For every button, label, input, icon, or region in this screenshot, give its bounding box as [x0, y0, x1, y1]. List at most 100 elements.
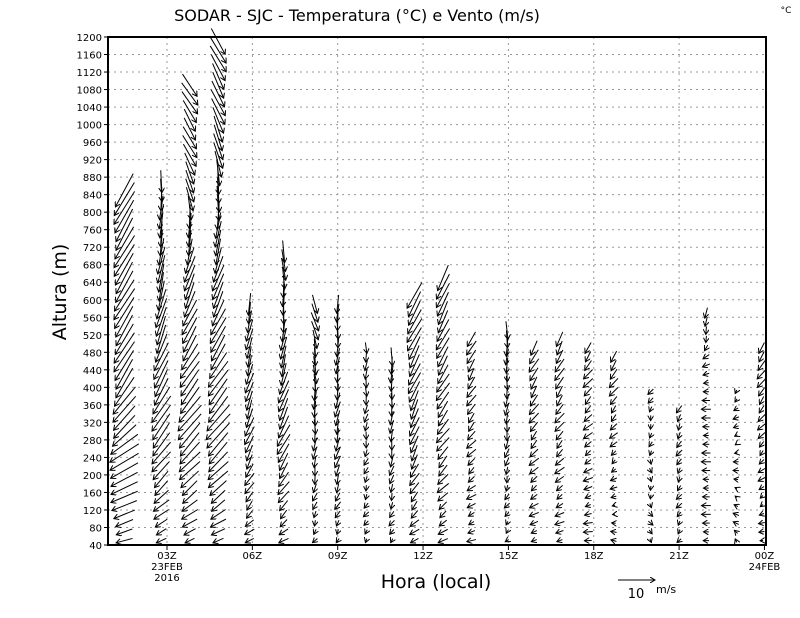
wind-vector: [246, 463, 254, 477]
wind-vector: [706, 335, 707, 343]
wind-vector: [735, 435, 738, 436]
wind-vector: [555, 412, 565, 423]
wind-vector: [116, 306, 134, 337]
y-tick-label: 1080: [77, 86, 102, 97]
wind-vector: [209, 432, 229, 456]
wind-vector: [156, 537, 167, 543]
wind-vector: [610, 441, 618, 447]
wind-vector: [116, 314, 133, 346]
wind-vector: [734, 426, 739, 428]
wind-vector: [436, 282, 450, 307]
wind-vector: [439, 519, 447, 526]
wind-vector: [407, 318, 423, 343]
wind-vector: [506, 484, 508, 491]
wind-vector: [364, 503, 368, 508]
wind-vector: [584, 487, 593, 490]
wind-vector: [208, 369, 229, 396]
wind-vector: [246, 435, 254, 453]
x-tick-label: 09Z: [328, 551, 348, 562]
wind-vector: [411, 399, 419, 419]
wind-vector: [530, 503, 539, 507]
wind-vector: [758, 432, 766, 439]
wind-vector: [557, 394, 563, 406]
wind-vector: [280, 519, 288, 526]
wind-vector: [610, 487, 618, 489]
wind-vector: [676, 494, 683, 499]
wind-vector: [704, 383, 709, 384]
wind-vector: [157, 315, 166, 345]
wind-vector: [650, 486, 651, 490]
wind-vector: [438, 346, 449, 367]
wind-vector: [409, 336, 421, 359]
wind-vector: [438, 400, 449, 417]
wind-vector: [335, 492, 339, 501]
y-tick-label: 120: [83, 506, 102, 517]
wind-vector: [279, 537, 289, 542]
wind-vector: [410, 426, 420, 445]
wind-vector: [211, 308, 226, 335]
wind-vector: [759, 405, 764, 413]
x-tick-sublabel: 2016: [154, 573, 179, 584]
wind-vector: [758, 360, 766, 371]
wind-vector: [705, 307, 708, 318]
wind-vector: [410, 519, 420, 527]
y-tick-label: 1200: [77, 33, 102, 44]
wind-vector: [114, 332, 135, 363]
wind-vector: [468, 512, 475, 516]
wind-vector: [111, 462, 139, 479]
wind-vector: [437, 427, 450, 442]
wind-vector: [611, 540, 617, 542]
wind-vector: [437, 483, 450, 492]
wind-vector: [153, 386, 171, 414]
wind-vector: [180, 360, 200, 387]
vector-column: [436, 264, 451, 543]
wind-vector: [184, 528, 196, 535]
wind-vector: [247, 500, 253, 510]
wind-vector: [111, 471, 138, 486]
wind-vector: [611, 414, 615, 422]
vector-column: [609, 350, 619, 542]
wind-vector: [650, 477, 651, 481]
wind-vector: [584, 432, 593, 439]
wind-vector: [734, 530, 737, 533]
wind-vector: [505, 493, 509, 500]
wind-vector: [583, 478, 594, 482]
wind-vector: [409, 363, 421, 385]
wind-vector: [180, 461, 201, 479]
wind-vector: [113, 424, 137, 446]
wind-vector: [390, 465, 395, 476]
wind-vector: [209, 451, 229, 472]
vector-column: [178, 73, 202, 543]
wind-vector: [611, 350, 618, 362]
wind-vector: [758, 414, 766, 422]
wind-vector: [411, 435, 419, 453]
y-tick-label: 200: [83, 471, 102, 482]
wind-vector: [209, 441, 228, 464]
wind-vector: [156, 333, 168, 362]
wind-vector: [365, 494, 366, 499]
wind-vector: [676, 503, 683, 508]
wind-vector: [555, 457, 565, 465]
wind-vector: [735, 453, 738, 454]
wind-vector: [468, 476, 475, 482]
wind-vector: [467, 394, 477, 406]
wind-vector: [409, 300, 421, 326]
wind-vector: [530, 466, 539, 474]
wind-vectors: [110, 28, 767, 543]
wind-vector: [467, 503, 476, 507]
y-tick-label: 720: [83, 243, 102, 254]
wind-vector: [733, 417, 740, 419]
wind-vector: [154, 351, 170, 380]
wind-vector: [556, 376, 564, 389]
wind-vector: [556, 531, 564, 534]
wind-vector: [245, 472, 255, 485]
wind-vector: [611, 496, 616, 497]
wind-vector: [245, 482, 255, 494]
wind-vector: [468, 403, 476, 414]
x-tick-label: 03Z: [157, 551, 177, 562]
wind-vector: [584, 369, 593, 379]
wind-vector: [155, 480, 169, 496]
wind-vector: [212, 264, 225, 291]
wind-vector: [584, 469, 593, 473]
